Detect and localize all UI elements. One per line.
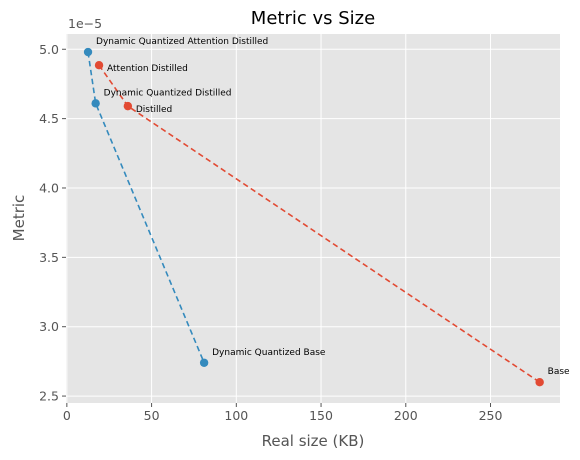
x-axis-label: Real size (KB) [262,432,365,450]
y-tick-label: 2.5 [39,389,59,404]
chart-title: Metric vs Size [251,8,375,29]
data-label: Dynamic Quantized Distilled [104,88,232,98]
point-labels: Attention Distilled Distilled Base Dynamic … [96,37,570,377]
data-point [91,99,100,108]
data-point [123,101,133,111]
data-point [94,61,104,70]
x-tick-label: 250 [479,408,503,423]
data-label: Attention Distilled [107,64,188,74]
series-line [87,51,205,364]
x-tick-label: 100 [224,408,248,423]
y-axis-label: Metric [10,195,28,242]
grid-lines [66,34,560,403]
x-tick-label: 200 [394,408,418,423]
data-label: Dynamic Quantized Attention Distilled [96,37,268,47]
y-tick-label: 4.0 [39,180,59,195]
data-point [199,358,209,367]
y-tick-label: 4.5 [39,111,59,126]
data-point [535,377,544,387]
y-tick-label: 3.5 [39,250,59,265]
data-label: Dynamic Quantized Base [212,348,326,358]
y-axis-offset-label: 1e−5 [68,16,102,31]
axes: 0 50 100 150 200 250 2.5 3.0 3.5 4.0 4.5 5.0 [39,42,502,423]
data-label: Distilled [136,105,172,115]
y-tick-label: 3.0 [39,319,59,334]
data-label: Base [548,367,570,377]
y-tick-label: 5.0 [39,42,59,57]
x-tick-label: 0 [63,408,71,423]
data-series [83,47,544,387]
x-tick-label: 50 [144,408,160,423]
data-point [83,47,93,57]
x-tick-label: 150 [309,408,333,423]
